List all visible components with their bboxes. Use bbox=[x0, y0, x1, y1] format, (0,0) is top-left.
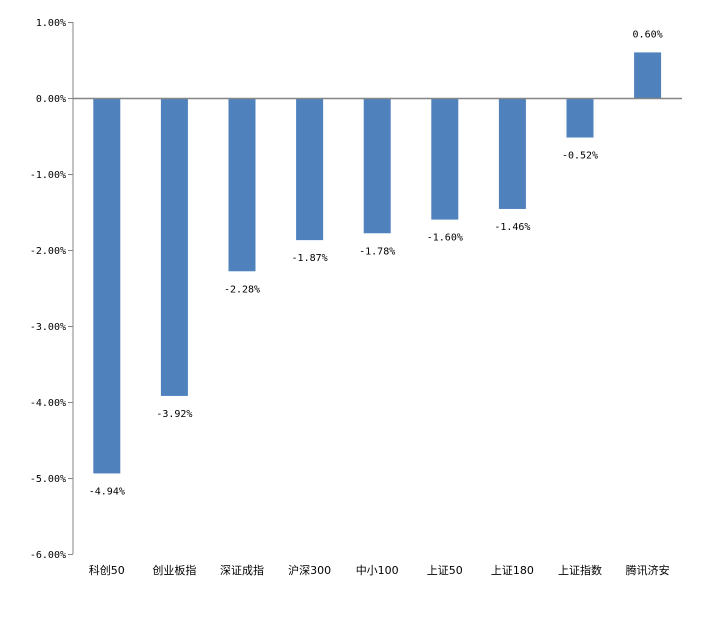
data-labels: -4.94% -3.92% -2.28% -1.87% -1.78% -1.60% -1.4… bbox=[89, 29, 663, 497]
x-tick-label: 上证50 bbox=[427, 564, 463, 577]
y-axis: 1.00% 0.00% -1.00% -2.00% -3.00% -4.00% -5.00%… bbox=[30, 18, 74, 561]
y-tick-label: -2.00% bbox=[30, 246, 66, 257]
bar bbox=[363, 98, 391, 234]
y-tick-label: -4.00% bbox=[30, 398, 66, 409]
bar bbox=[498, 98, 526, 209]
bar bbox=[296, 98, 324, 241]
x-tick-label: 科创50 bbox=[89, 563, 125, 577]
x-axis: 科创50 创业板指 深证成指 沪深300 中小100 上证50 上证180 上证指数 腾讯济安 bbox=[89, 563, 670, 577]
data-label: -4.94% bbox=[89, 486, 125, 497]
x-tick-label: 沪深300 bbox=[288, 563, 331, 577]
data-label: -0.52% bbox=[562, 151, 598, 162]
y-tick-label: 0.00% bbox=[36, 94, 66, 105]
x-tick-label: 创业板指 bbox=[152, 563, 196, 577]
x-tick-label: 中小100 bbox=[356, 564, 399, 577]
data-label: -3.92% bbox=[156, 409, 192, 420]
data-label: -1.78% bbox=[359, 246, 395, 257]
y-tick-label: -6.00% bbox=[30, 550, 66, 561]
y-tick-label: -3.00% bbox=[30, 322, 66, 333]
data-label: -1.60% bbox=[427, 233, 463, 244]
x-tick-label: 上证指数 bbox=[558, 563, 602, 577]
y-tick-label: -5.00% bbox=[30, 474, 66, 485]
x-tick-label: 深证成指 bbox=[220, 563, 264, 577]
data-label: 0.60% bbox=[633, 29, 663, 40]
bar bbox=[566, 98, 594, 138]
bar bbox=[431, 98, 459, 220]
bars bbox=[93, 52, 662, 474]
y-tick-label: 1.00% bbox=[36, 18, 66, 29]
bar bbox=[228, 98, 256, 272]
bar bbox=[160, 98, 188, 396]
data-label: -2.28% bbox=[224, 284, 260, 295]
data-label: -1.87% bbox=[292, 253, 328, 264]
data-label: -1.46% bbox=[494, 222, 530, 233]
y-tick-label: -1.00% bbox=[30, 170, 66, 181]
bar bbox=[634, 52, 662, 98]
bar bbox=[93, 98, 121, 474]
x-tick-label: 腾讯济安 bbox=[626, 563, 670, 577]
x-tick-label: 上证180 bbox=[491, 564, 534, 577]
